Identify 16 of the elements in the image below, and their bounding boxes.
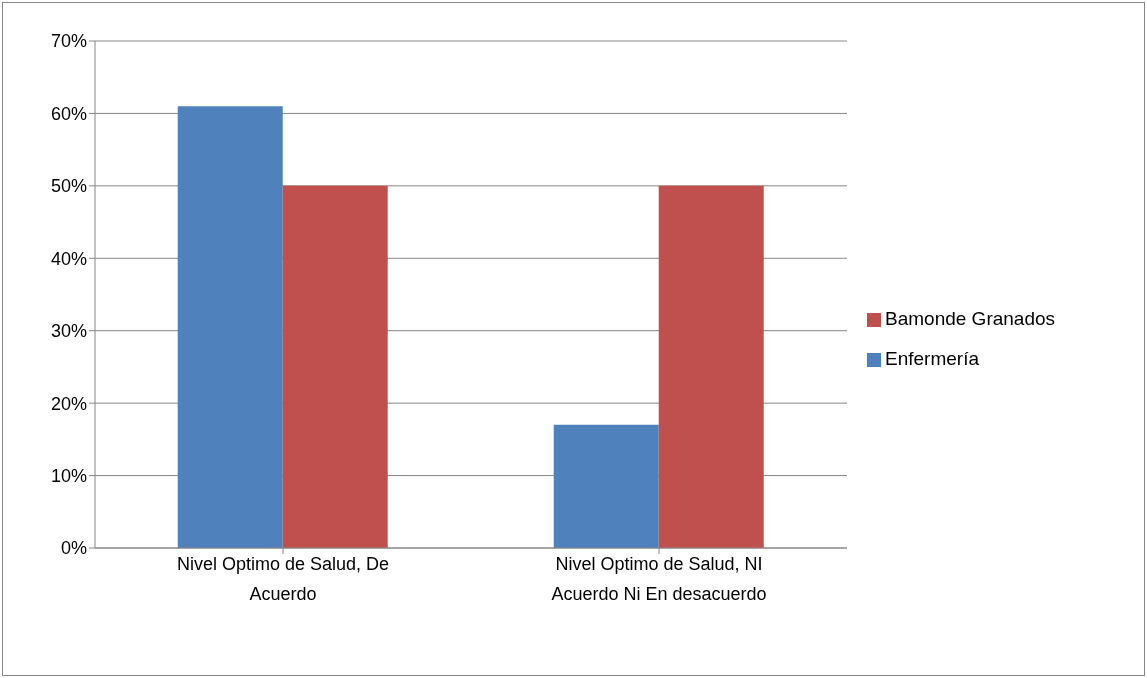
y-tick-label: 20%: [50, 393, 87, 414]
y-tick-label: 50%: [50, 176, 87, 197]
bar: [658, 185, 764, 548]
legend-label: Bamonde Granados: [885, 308, 1056, 329]
bar: [553, 424, 659, 548]
y-tick-label: 40%: [50, 248, 87, 269]
bar: [177, 106, 283, 548]
legend-label: Enfermería: [885, 348, 979, 369]
y-tick-label: 70%: [50, 31, 87, 52]
y-tick-label: 10%: [50, 465, 87, 486]
x-tick-label: Nivel Optimo de Salud, De Acuerdo: [176, 554, 390, 604]
x-tick-label: Nivel Optimo de Salud, NI Acuerdo Ni En desacuerdo: [551, 554, 767, 604]
y-tick-label: 30%: [50, 321, 87, 342]
y-tick-label: 60%: [50, 103, 87, 124]
y-tick-label: 0%: [60, 538, 87, 559]
bar: [282, 185, 388, 548]
